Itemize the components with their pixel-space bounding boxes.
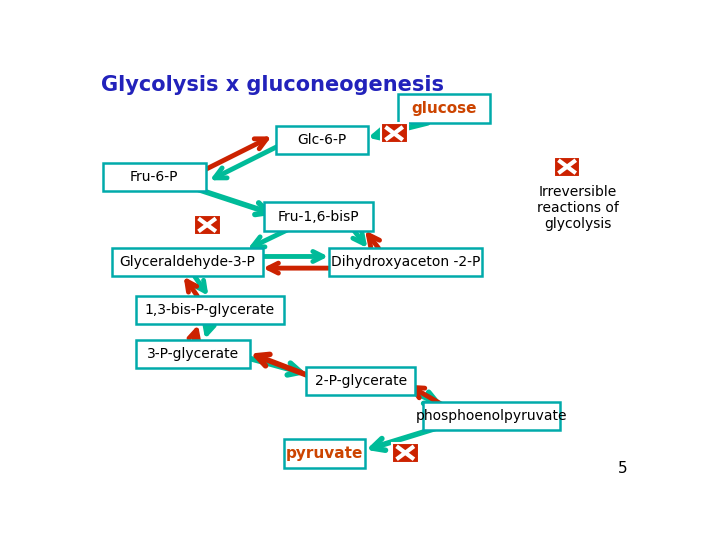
Text: Glc-6-P: Glc-6-P [297, 133, 346, 147]
FancyBboxPatch shape [136, 340, 251, 368]
FancyBboxPatch shape [554, 157, 580, 177]
Text: 1,3-bis-P-glycerate: 1,3-bis-P-glycerate [145, 303, 275, 317]
Text: Dihydroxyaceton -2-P: Dihydroxyaceton -2-P [330, 255, 480, 269]
FancyBboxPatch shape [194, 215, 220, 235]
FancyBboxPatch shape [398, 94, 490, 123]
Text: 3-P-glycerate: 3-P-glycerate [147, 347, 239, 361]
FancyBboxPatch shape [136, 296, 284, 324]
Text: Fru-1,6-bisP: Fru-1,6-bisP [278, 210, 359, 224]
Text: pyruvate: pyruvate [286, 446, 363, 461]
Text: 2-P-glycerate: 2-P-glycerate [315, 374, 407, 388]
FancyBboxPatch shape [102, 163, 206, 191]
FancyBboxPatch shape [112, 248, 263, 276]
Text: Glycolysis x gluconeogenesis: Glycolysis x gluconeogenesis [101, 75, 444, 95]
Text: Fru-6-P: Fru-6-P [130, 170, 179, 184]
Text: Glyceraldehyde-3-P: Glyceraldehyde-3-P [120, 255, 256, 269]
FancyBboxPatch shape [276, 125, 368, 154]
FancyBboxPatch shape [381, 124, 408, 144]
Text: phosphoenolpyruvate: phosphoenolpyruvate [416, 409, 567, 423]
FancyBboxPatch shape [423, 402, 560, 430]
Text: 5: 5 [618, 461, 628, 476]
FancyBboxPatch shape [328, 248, 482, 276]
FancyBboxPatch shape [264, 202, 373, 231]
FancyBboxPatch shape [284, 440, 365, 468]
FancyBboxPatch shape [306, 367, 415, 395]
Text: glucose: glucose [412, 101, 477, 116]
FancyBboxPatch shape [392, 443, 418, 463]
Text: Irreversible
reactions of
glycolysis: Irreversible reactions of glycolysis [537, 185, 619, 232]
